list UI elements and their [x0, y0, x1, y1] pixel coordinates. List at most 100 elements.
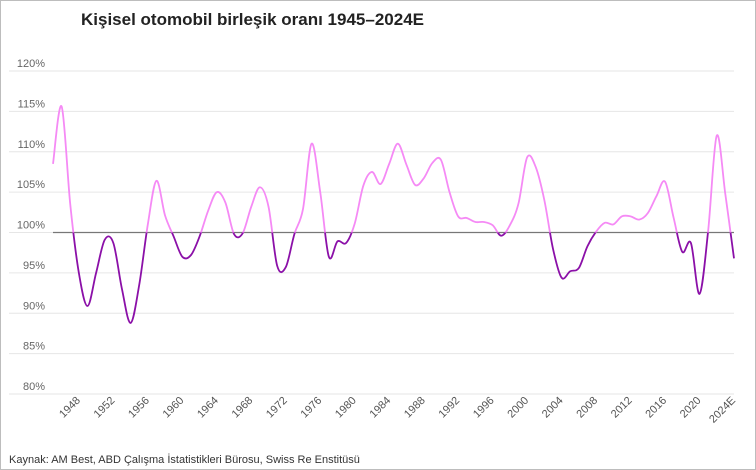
- data-point-2004: [560, 277, 562, 279]
- data-point-2019: [690, 242, 692, 244]
- data-point-2005: [569, 270, 571, 272]
- data-point-1947: [69, 203, 71, 205]
- data-point-1995: [483, 221, 485, 223]
- data-point-1982: [371, 171, 373, 173]
- data-point-2002: [543, 199, 545, 201]
- data-point-2013: [638, 218, 640, 220]
- x-tick-label: 1996: [471, 395, 497, 421]
- data-point-1952: [112, 242, 114, 244]
- data-point-1948: [78, 272, 80, 274]
- y-tick-label: 120%: [17, 58, 45, 70]
- data-point-1985: [397, 142, 399, 144]
- series-line-above-100: [52, 105, 732, 233]
- series-line: [52, 105, 735, 324]
- y-tick-label: 115%: [18, 98, 46, 110]
- y-tick-label: 80%: [23, 381, 45, 393]
- data-point-2010: [612, 223, 614, 225]
- data-point-1990: [440, 159, 442, 161]
- data-point-1971: [276, 264, 278, 266]
- data-point-2023: [724, 193, 726, 195]
- data-point-1945: [52, 163, 54, 165]
- x-tick-label: 1960: [161, 395, 187, 421]
- chart-title: Kişisel otomobil birleşik oranı 1945–202…: [81, 10, 424, 29]
- data-point-1999: [517, 202, 519, 204]
- x-tick-label: 1984: [368, 395, 394, 421]
- y-tick-label: 85%: [23, 341, 45, 353]
- data-point-1951: [104, 239, 106, 241]
- data-point-1986: [405, 163, 407, 165]
- data-point-1988: [422, 177, 424, 179]
- x-tick-label: 1964: [195, 395, 221, 421]
- data-point-1962: [198, 235, 200, 237]
- data-point-2012: [629, 215, 631, 217]
- x-tick-label: 1956: [126, 395, 152, 421]
- data-point-1968: [250, 205, 252, 207]
- data-point-1981: [362, 184, 364, 186]
- data-point-2017: [672, 217, 674, 219]
- x-tick-label: 1976: [299, 395, 325, 421]
- data-point-1991: [448, 191, 450, 193]
- data-point-1969: [259, 186, 261, 188]
- data-point-1977: [328, 256, 330, 258]
- data-point-1956: [147, 223, 149, 225]
- x-tick-label: 2020: [678, 395, 704, 421]
- data-point-1975: [310, 142, 312, 144]
- data-point-1958: [164, 214, 166, 216]
- data-point-2016: [664, 180, 666, 182]
- y-tick-label: 90%: [23, 300, 45, 312]
- data-point-1953: [121, 288, 123, 290]
- data-point-1954: [129, 322, 131, 324]
- data-point-1946: [60, 105, 62, 107]
- data-point-2014: [647, 212, 649, 214]
- data-point-2024: [733, 257, 735, 259]
- data-point-2001: [535, 166, 537, 168]
- data-point-1966: [233, 233, 235, 235]
- data-point-2003: [552, 247, 554, 249]
- data-point-1959: [172, 235, 174, 237]
- data-point-1949: [86, 305, 88, 307]
- data-point-1950: [95, 272, 97, 274]
- data-point-1989: [431, 162, 433, 164]
- data-point-2000: [526, 156, 528, 158]
- data-point-1976: [319, 191, 321, 193]
- data-point-2021: [707, 230, 709, 232]
- y-tick-label: 95%: [23, 260, 45, 272]
- data-point-1984: [388, 163, 390, 165]
- y-axis-ticks: 80% 85% 90% 95% 100% 105% 110% 115% 120%: [17, 58, 45, 393]
- data-point-2011: [621, 215, 623, 217]
- data-point-2020: [698, 293, 700, 295]
- y-tick-label: 100%: [17, 220, 45, 232]
- x-tick-label: 1980: [333, 395, 359, 421]
- data-point-1955: [138, 284, 140, 286]
- data-point-2015: [655, 195, 657, 197]
- data-point-2022: [716, 134, 718, 136]
- y-tick-label: 110%: [18, 139, 46, 151]
- data-point-1963: [207, 209, 209, 211]
- source-note: Kaynak: AM Best, ABD Çalışma İstatistikl…: [9, 454, 360, 466]
- x-tick-label: 1972: [264, 395, 290, 421]
- x-tick-label: 2012: [609, 395, 635, 421]
- data-point-2009: [603, 222, 605, 224]
- data-point-2006: [578, 267, 580, 269]
- x-tick-label: 2004: [540, 395, 566, 421]
- data-point-1987: [414, 184, 416, 186]
- data-point-1980: [354, 222, 356, 224]
- x-tick-label: 1968: [230, 395, 256, 421]
- data-point-1998: [509, 224, 511, 226]
- data-point-2007: [586, 245, 588, 247]
- data-point-2008: [595, 230, 597, 232]
- data-point-1960: [181, 256, 183, 258]
- data-point-1978: [336, 240, 338, 242]
- x-tick-label: 1952: [92, 395, 118, 421]
- data-point-1997: [500, 235, 502, 237]
- data-point-1965: [224, 201, 226, 203]
- x-tick-label: 1988: [402, 395, 428, 421]
- data-point-2018: [681, 251, 683, 253]
- data-point-1993: [466, 217, 468, 219]
- data-point-1979: [345, 242, 347, 244]
- data-point-1996: [491, 224, 493, 226]
- data-point-1983: [379, 183, 381, 185]
- x-tick-label: 2024E: [707, 395, 738, 426]
- series-line-below-100: [72, 232, 735, 324]
